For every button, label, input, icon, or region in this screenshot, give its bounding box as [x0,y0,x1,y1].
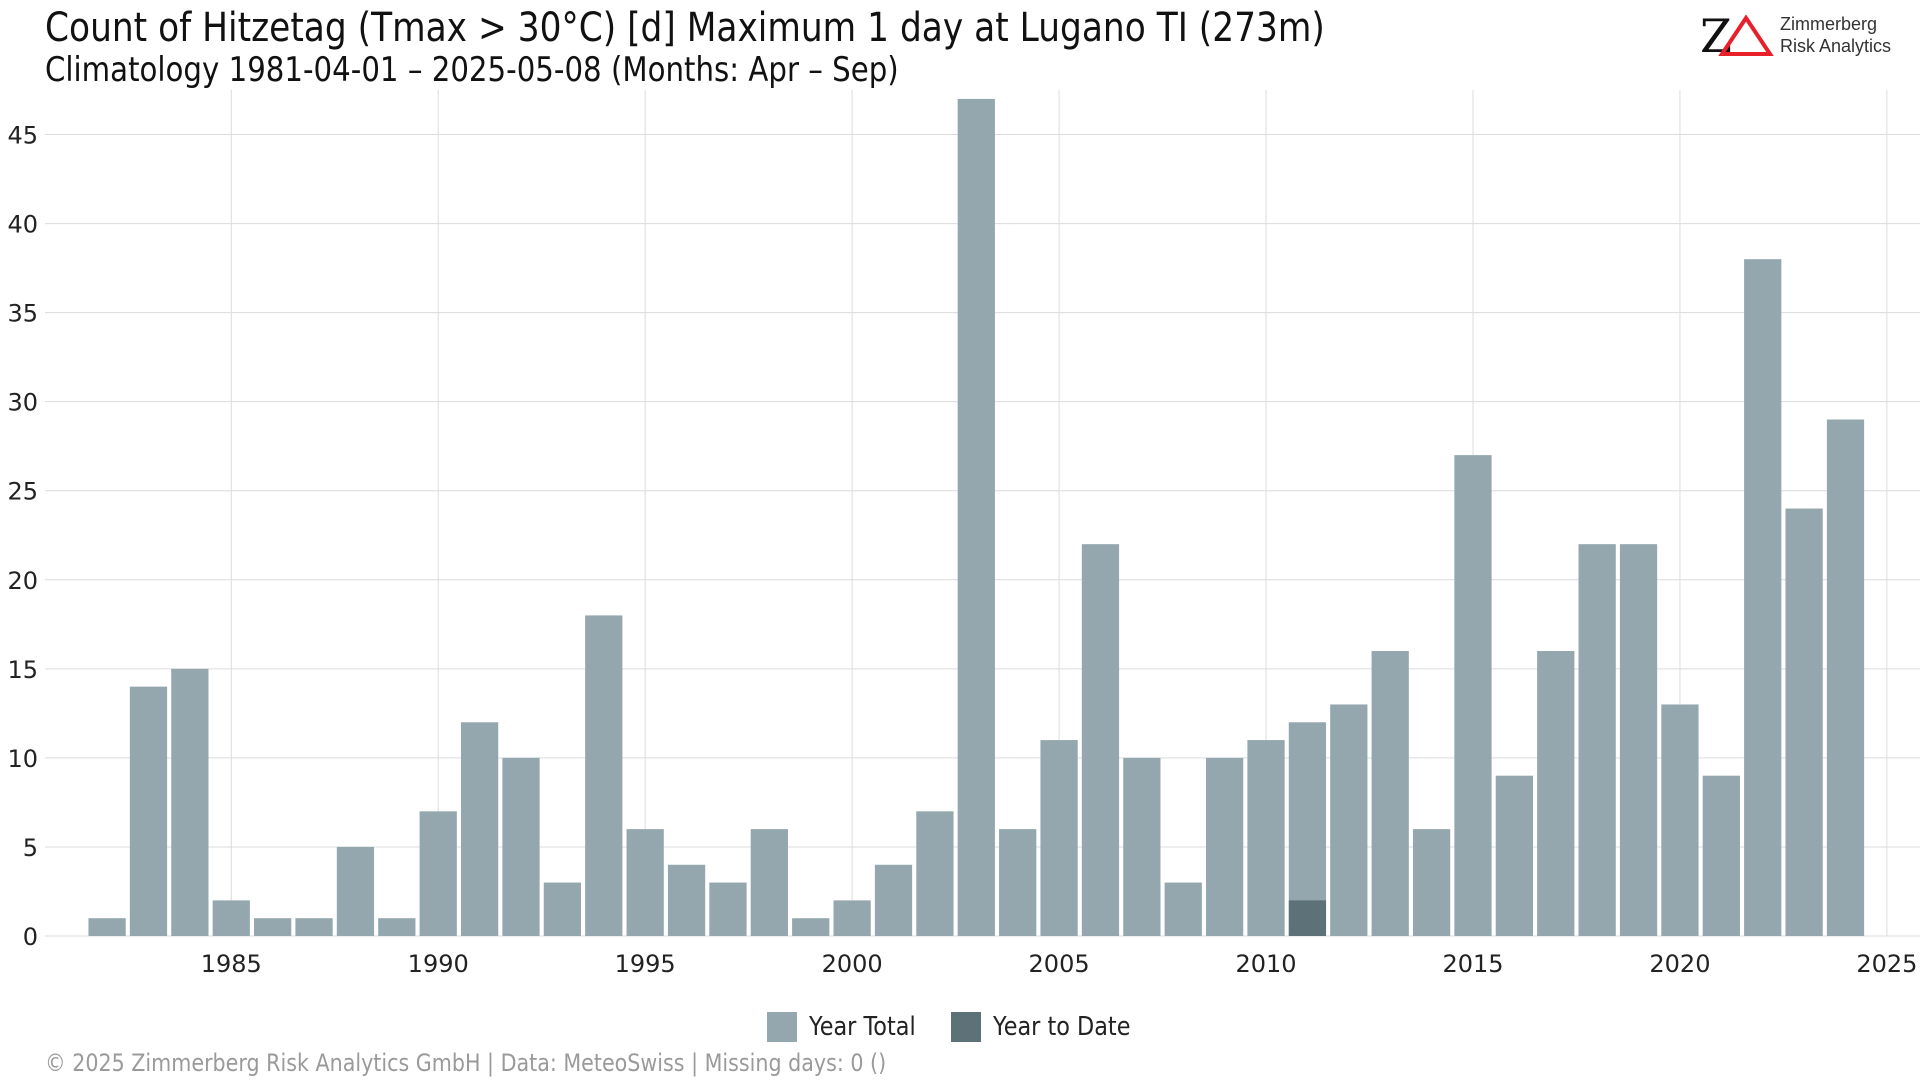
bar-year-total [460,722,499,936]
bar-year-total [916,811,954,936]
bar-year-total [1661,704,1699,936]
chart-legend: Year Total Year to Date [0,1012,1920,1042]
bar-year-total [378,918,416,936]
bar-year-total [999,829,1037,936]
chart-subtitle: Climatology 1981-04-01 – 2025-05-08 (Mon… [45,50,899,90]
bar-year-total [667,864,706,936]
legend-swatch-year-to-date [951,1012,982,1042]
bar-year-to-date [1288,900,1327,936]
bar-year-total [957,98,995,936]
y-tick-label: 20 [7,567,38,595]
bar-year-total [254,918,292,936]
x-tick-label: 2000 [822,950,883,978]
bar-year-total [336,846,375,936]
bar-year-total [1412,829,1451,936]
bar-year-total [1454,455,1492,936]
bar-year-total [1247,740,1285,936]
bar-year-total [709,882,747,936]
y-tick-label: 15 [7,656,38,684]
bar-year-total [792,918,830,936]
bar-year-total [1040,740,1078,936]
bar-year-total [1619,544,1658,936]
bar-year-total [88,918,126,936]
bar-year-total [502,757,540,936]
y-tick-label: 5 [23,834,38,862]
bar-year-total [1537,651,1575,936]
bar-layer [88,98,1865,936]
svg-text:Z: Z [1700,10,1732,58]
x-tick-label: 1985 [201,950,262,978]
legend-label-year-total: Year Total [809,1012,916,1042]
legend-item-year-total: Year Total [767,1012,933,1042]
y-tick-label: 40 [7,211,38,239]
y-tick-label: 30 [7,389,38,417]
x-tick-label: 2025 [1856,950,1917,978]
legend-label-year-to-date: Year to Date [993,1012,1131,1042]
bar-year-total [1744,259,1782,936]
logo-text: Zimmerberg Risk Analytics [1780,13,1891,57]
bar-year-total [1330,704,1368,936]
x-tick-label: 2010 [1235,950,1296,978]
bar-year-total [1702,775,1740,936]
bar-year-total [295,918,333,936]
bar-year-total [419,811,457,936]
bar-year-total [129,686,168,936]
y-tick-label: 10 [7,745,38,773]
bar-year-total [543,882,582,936]
y-tick-label: 35 [7,300,38,328]
footer-credits: © 2025 Zimmerberg Risk Analytics GmbH | … [45,1049,887,1077]
bar-year-total [1164,882,1202,936]
x-tick-label: 2015 [1442,950,1503,978]
bar-year-total [750,829,788,936]
bar-year-total [171,668,209,936]
y-axis-ticks: 0 5 10 15 20 25 30 35 40 45 [7,122,38,951]
bar-year-total [1371,651,1409,936]
y-tick-label: 0 [23,923,38,951]
y-tick-label: 45 [7,122,38,150]
bar-year-total [1206,757,1244,936]
logo-mark-icon: Z [1700,10,1774,58]
bar-year-total [585,615,623,936]
x-axis-ticks: 1985 1990 1995 2000 2005 2010 2015 2020 2025 [201,950,1918,978]
logo-name-line1: Zimmerberg [1780,14,1878,34]
legend-swatch-year-total [767,1012,798,1042]
logo-name-line2: Risk Analytics [1780,36,1892,56]
bar-year-total [626,829,664,936]
bar-year-total [1785,508,1823,936]
bar-year-total [1578,544,1616,936]
y-tick-label: 25 [7,478,38,506]
bar-year-total [1495,775,1533,936]
bar-year-total [212,900,250,936]
bar-year-total [1123,757,1161,936]
chart-title: Count of Hitzetag (Tmax > 30°C) [d] Maxi… [45,5,1325,51]
x-tick-label: 2020 [1649,950,1710,978]
x-tick-label: 1995 [615,950,676,978]
bar-year-total [874,864,913,936]
x-tick-label: 1990 [408,950,469,978]
bar-year-total [833,900,871,936]
legend-item-year-to-date: Year to Date [951,1012,1153,1042]
company-logo: Z Zimmerberg Risk Analytics [1700,10,1900,60]
bar-year-total [1081,544,1120,936]
x-tick-label: 2005 [1029,950,1090,978]
bar-year-total [1826,419,1865,936]
